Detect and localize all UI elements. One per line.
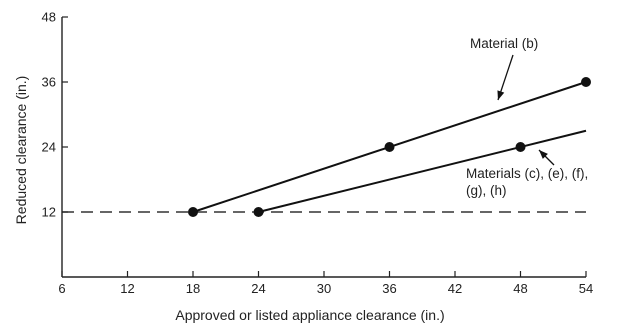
y-axis-title: Reduced clearance (in.): [13, 76, 29, 225]
x-axis-title: Approved or listed appliance clearance (…: [175, 307, 444, 323]
x-tick-label: 48: [513, 281, 527, 296]
x-tick-label: 54: [579, 281, 593, 296]
y-tick-label: 36: [42, 75, 56, 90]
annotation-layer: Material (b) Materials (c), (e), (f), (g),…: [466, 36, 588, 198]
annotation-arrow-head: [539, 150, 548, 159]
x-tick-label: 18: [186, 281, 200, 296]
x-tick-label: 6: [58, 281, 65, 296]
data-point: [384, 142, 395, 152]
annotation-label-1: Material (b): [470, 36, 538, 51]
annotation-label-2: (g), (h): [466, 183, 507, 198]
ticks: 6 12 18 24 30 36 42 48 54 12 24 36 48: [42, 10, 594, 297]
y-tick-label: 12: [42, 205, 56, 220]
series-line-2: [258, 129, 587, 213]
x-tick-label: 42: [448, 281, 462, 296]
data-point: [581, 77, 591, 87]
y-tick-label: 24: [42, 140, 56, 155]
y-tick-label: 48: [42, 10, 56, 25]
data-point: [253, 207, 264, 217]
series-layer: [188, 77, 591, 217]
x-tick-label: 24: [251, 281, 265, 296]
annotation-arrow-head: [497, 90, 505, 100]
axes: [61, 17, 586, 278]
x-tick-label: 36: [382, 281, 396, 296]
data-point: [515, 142, 526, 152]
x-tick-label: 12: [120, 281, 134, 296]
data-point: [188, 207, 198, 217]
x-tick-label: 30: [317, 281, 331, 296]
annotation-label-2: Materials (c), (e), (f),: [466, 166, 588, 181]
